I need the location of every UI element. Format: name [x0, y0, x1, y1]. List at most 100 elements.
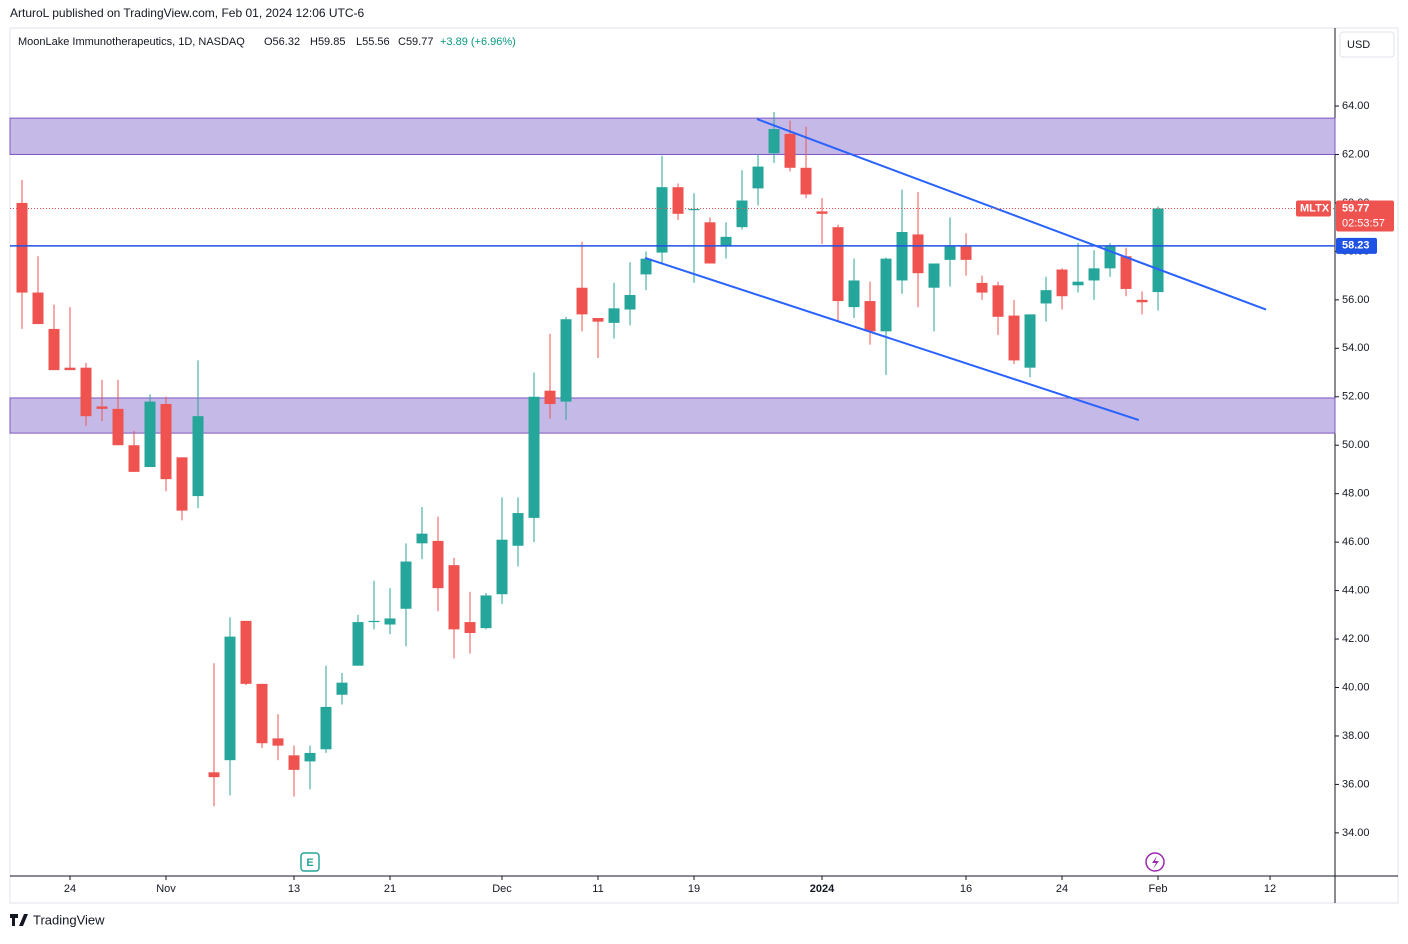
candle-body: [432, 540, 444, 589]
y-tick-label: 56.00: [1342, 294, 1370, 306]
candle-body: [1120, 256, 1132, 289]
x-tick-label: Feb: [1149, 883, 1168, 895]
legend-change: +3.89 (+6.96%): [440, 36, 516, 48]
y-tick-label: 44.00: [1342, 584, 1370, 596]
candle-body: [96, 406, 108, 409]
candle-body: [176, 457, 188, 511]
candle-body: [544, 390, 556, 405]
candle-body: [832, 227, 844, 302]
symbol-tag-label: MLTX: [1300, 202, 1330, 214]
y-tick-label: 64.00: [1342, 100, 1370, 112]
candle-body: [48, 328, 60, 371]
candle-body: [416, 533, 428, 544]
candle-body: [688, 208, 700, 211]
y-tick-label: 40.00: [1342, 681, 1370, 693]
legend-high: H59.85: [310, 36, 345, 48]
zone: [9, 117, 1336, 155]
last-price-label: 59.77: [1342, 202, 1370, 214]
candle-body: [560, 319, 572, 402]
level-tag: [1336, 237, 1377, 254]
x-tick-label: 12: [1264, 883, 1276, 895]
frame: [9, 27, 1399, 904]
legend-title: MoonLake Immunotherapeutics, 1D, NASDAQ: [18, 36, 245, 48]
candle-body: [496, 539, 508, 595]
candle-body: [720, 236, 732, 247]
candle-body: [768, 129, 780, 154]
candle-body: [320, 706, 332, 750]
currency[interactable]: USD: [1347, 39, 1370, 51]
candle-body: [208, 772, 220, 778]
legend-low: L55.56: [356, 36, 390, 48]
brand: TradingView: [33, 912, 105, 927]
candle-body: [240, 620, 252, 684]
candle-body: [64, 367, 76, 371]
candle-body: [1024, 314, 1036, 368]
candle-body: [1056, 269, 1068, 297]
candle-body: [848, 280, 860, 308]
candle-body: [880, 258, 892, 332]
trendline: [644, 256, 1140, 421]
y-tick-label: 36.00: [1342, 778, 1370, 790]
pane: [9, 112, 1336, 807]
candle-body: [576, 287, 588, 315]
candle-body: [144, 401, 156, 468]
y-tick-label: 34.00: [1342, 827, 1370, 839]
candle-body: [400, 561, 412, 609]
brand-logo: [10, 914, 28, 926]
candle-body: [704, 222, 716, 264]
candle-body: [448, 565, 460, 630]
x-tick-label: Nov: [156, 883, 176, 895]
candle-body: [912, 234, 924, 274]
x-tick-label: 13: [288, 883, 300, 895]
candle-body: [1152, 208, 1164, 293]
x-tick-label: 24: [64, 883, 76, 895]
candle-body: [752, 166, 764, 189]
candle-body: [80, 367, 92, 417]
candle-body: [1072, 281, 1084, 286]
candle-body: [816, 211, 828, 214]
candle-body: [1040, 290, 1052, 304]
trendline: [756, 118, 1267, 311]
candle-body: [592, 318, 604, 322]
y-tick-label: 48.00: [1342, 488, 1370, 500]
x-tick-label: 19: [688, 883, 700, 895]
candle-body: [656, 187, 668, 253]
y-tick-label: 42.00: [1342, 633, 1370, 645]
dividend-icon: [1145, 852, 1165, 872]
publisher: ArturoL published on TradingView.com, Fe…: [10, 6, 365, 20]
candle-body: [800, 167, 812, 195]
candle-body: [624, 294, 636, 310]
candle-body: [512, 513, 524, 546]
x-tick-label: 24: [1056, 883, 1068, 895]
candle-body: [736, 200, 748, 228]
y-tick-label: 62.00: [1342, 148, 1370, 160]
y-tick-label: 38.00: [1342, 730, 1370, 742]
x-tick-label: Dec: [492, 883, 512, 895]
x-tick-label: 2024: [810, 883, 835, 895]
candle-body: [464, 622, 476, 633]
currency-button[interactable]: [1339, 31, 1395, 58]
x-tick-label: 21: [384, 883, 396, 895]
legend-close: C59.77: [398, 36, 433, 48]
x-tick-label: 11: [592, 883, 603, 895]
candle-body: [256, 683, 268, 744]
y-tick-label: 54.00: [1342, 342, 1370, 354]
candle-body: [192, 416, 204, 497]
candle-body: [480, 595, 492, 629]
candle-body: [928, 263, 940, 288]
candle-body: [112, 408, 124, 446]
earnings-icon: E: [300, 852, 320, 872]
countdown: 02:53:57: [1342, 217, 1385, 229]
candle-body: [1088, 268, 1100, 281]
candle-body: [32, 292, 44, 325]
candle-body: [608, 308, 620, 323]
candle-body: [288, 755, 300, 770]
candle-body: [1136, 299, 1148, 303]
x-tick-label: 16: [960, 883, 972, 895]
candle-body: [16, 202, 28, 293]
candle-body: [528, 396, 540, 518]
candle-body: [304, 752, 316, 762]
candle-body: [640, 258, 652, 275]
